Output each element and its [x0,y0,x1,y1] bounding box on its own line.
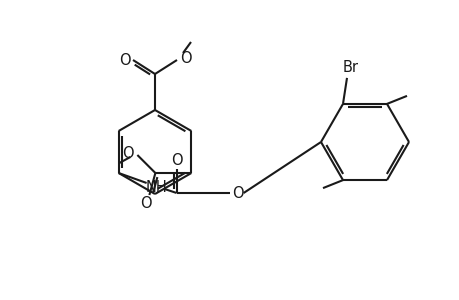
Text: NH: NH [146,179,167,194]
Text: O: O [119,52,130,68]
Text: Br: Br [342,60,358,75]
Text: O: O [180,50,191,65]
Text: O: O [140,196,152,211]
Text: O: O [231,185,243,200]
Text: O: O [122,146,134,160]
Text: O: O [170,152,182,167]
